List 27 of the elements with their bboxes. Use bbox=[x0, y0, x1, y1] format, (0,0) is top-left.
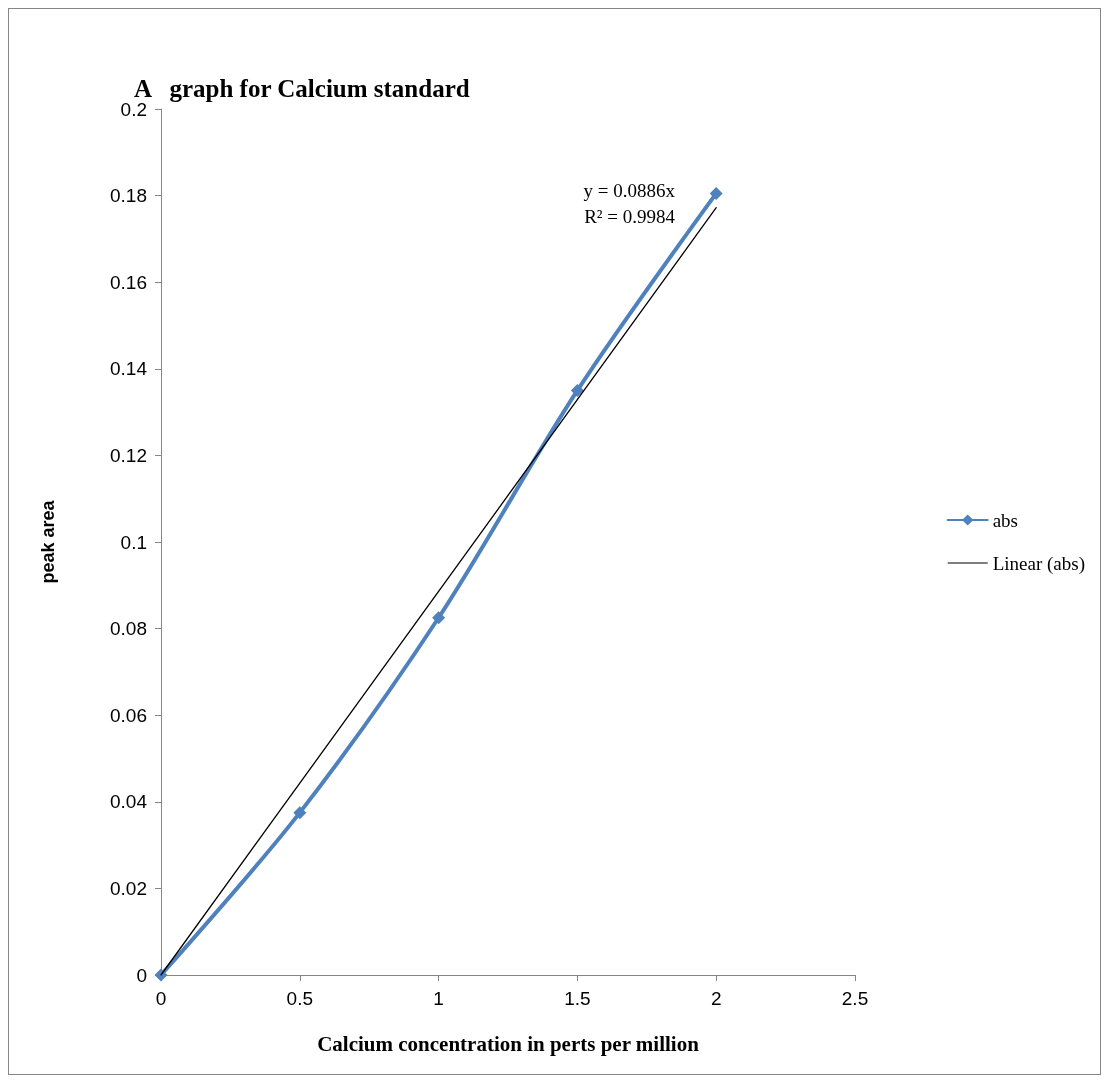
legend-label: abs bbox=[992, 509, 1019, 531]
point bbox=[570, 383, 584, 397]
x-tick-label: 0.5 bbox=[286, 988, 314, 1009]
annotation: R² = 0.9984 bbox=[584, 206, 676, 227]
y-tick-label: 0.06 bbox=[110, 704, 147, 726]
point bbox=[709, 186, 723, 200]
y-tick-label: 0.02 bbox=[110, 877, 147, 899]
y-tick-label: 0.12 bbox=[110, 444, 147, 466]
x-tick-label: 2.5 bbox=[841, 988, 869, 1009]
x-tick-label: 1 bbox=[433, 988, 444, 1009]
y-axis-title: peak area bbox=[38, 499, 58, 584]
y-tick-label: 0.04 bbox=[110, 791, 148, 813]
y-tick-label: 0.1 bbox=[120, 531, 147, 553]
y-tick-label: 0.08 bbox=[110, 618, 147, 640]
annotation: y = 0.0886x bbox=[583, 180, 676, 201]
y-tick-label: 0 bbox=[136, 964, 147, 986]
y-tick-label: 0.14 bbox=[110, 358, 148, 380]
x-axis-title: Calcium concentration in perts per million bbox=[317, 1031, 700, 1056]
x-tick-label: 1.5 bbox=[564, 988, 591, 1009]
y-tick-label: 0.18 bbox=[110, 185, 147, 207]
x-tick-label: 2 bbox=[710, 988, 722, 1009]
legend-label: Linear (abs) bbox=[992, 552, 1085, 575]
point bbox=[154, 968, 168, 982]
point bbox=[432, 611, 446, 625]
point bbox=[293, 806, 307, 820]
y-tick-label: 0.16 bbox=[110, 271, 147, 293]
x-tick-label: 0 bbox=[155, 988, 167, 1009]
